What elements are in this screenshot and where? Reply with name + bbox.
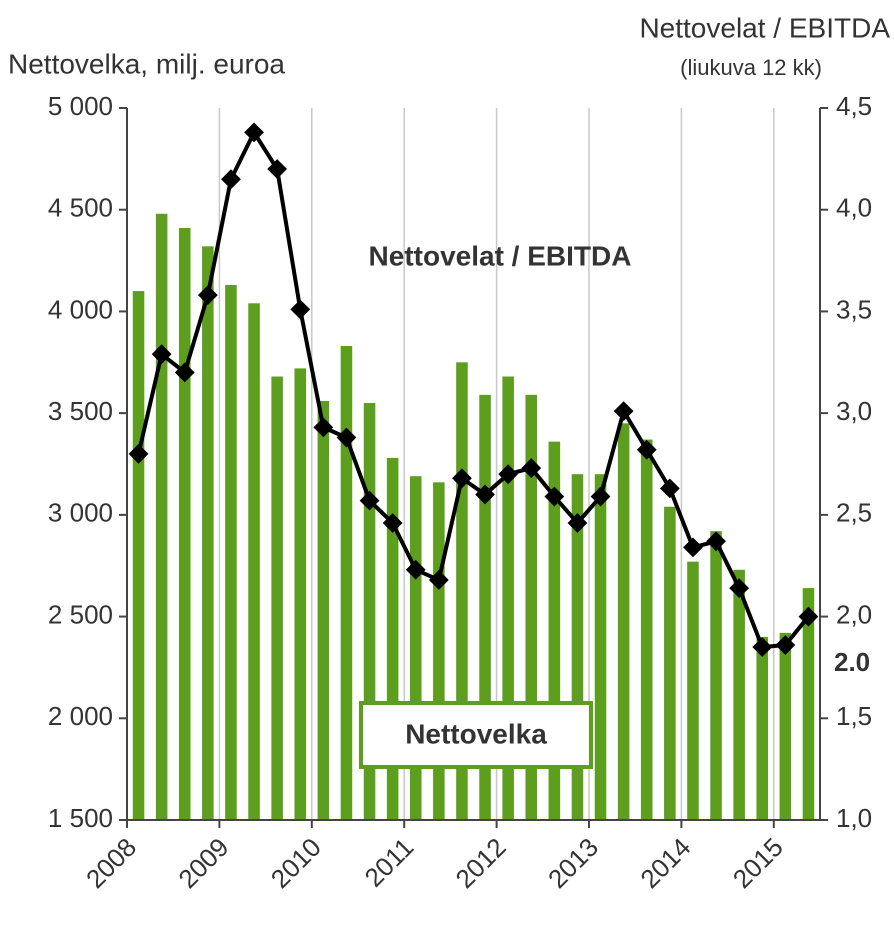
bar <box>178 228 191 821</box>
y-tick-label: 4 000 <box>48 294 113 324</box>
bar <box>317 400 330 820</box>
y-tick-label: 1 500 <box>48 803 113 833</box>
annotation: Nettovelka <box>405 718 547 749</box>
line-marker <box>706 531 726 552</box>
bar <box>640 439 653 820</box>
line-marker <box>659 478 680 499</box>
line-marker <box>151 344 172 365</box>
line-marker <box>336 427 357 448</box>
y2-tick-label: 1,5 <box>836 701 872 731</box>
line-marker <box>567 513 588 533</box>
bar <box>248 303 260 820</box>
bar <box>409 476 422 820</box>
y-tick-label: 4 500 <box>48 193 113 223</box>
line-marker <box>452 468 472 489</box>
line-marker <box>775 635 796 655</box>
annotation-box <box>359 701 593 769</box>
line-marker <box>244 122 264 143</box>
bar <box>710 531 722 820</box>
x-tick-label: 2014 <box>634 832 696 894</box>
line-marker <box>521 458 542 478</box>
line-marker <box>382 513 403 533</box>
line <box>136 130 811 650</box>
y2-tick-label: 2,0 <box>836 599 872 629</box>
y-tick-label: 2 000 <box>48 701 113 731</box>
line-marker <box>752 637 773 657</box>
annotation: 2.0 <box>834 647 870 677</box>
line-marker <box>128 443 149 464</box>
bar <box>802 588 815 820</box>
bar <box>525 394 538 820</box>
line-marker <box>428 570 449 590</box>
line-marker <box>636 439 657 460</box>
line-marker <box>613 401 634 422</box>
bar <box>155 213 168 821</box>
line-marker <box>798 606 819 627</box>
bar <box>756 636 769 820</box>
bar <box>456 362 468 820</box>
bar <box>687 561 699 820</box>
line-marker <box>683 537 703 558</box>
y2-tick-label: 3,5 <box>836 294 872 324</box>
y2-tick-label: 1,0 <box>836 803 872 833</box>
line-marker <box>174 362 195 383</box>
y2-tick-label: 4,0 <box>836 193 872 223</box>
bar <box>779 632 792 820</box>
bar <box>479 394 491 820</box>
x-tick-label: 2008 <box>80 832 142 894</box>
bar <box>433 482 445 820</box>
x-tick-label: 2009 <box>172 832 234 894</box>
line-marker <box>290 299 311 320</box>
bar <box>664 506 676 820</box>
y-axis-label: Nettovelka, milj. euroa <box>8 48 285 79</box>
y-tick-label: 3 500 <box>48 396 113 426</box>
y2-tick-label: 2,5 <box>836 498 872 528</box>
bar <box>340 346 353 820</box>
y2-tick-label: 3,0 <box>836 396 872 426</box>
y-tick-label: 3 000 <box>48 498 113 528</box>
x-tick-label: 2011 <box>359 832 420 893</box>
line-marker <box>590 486 611 507</box>
y2-axis-sublabel: (liukuva 12 kk) <box>680 55 822 80</box>
bar <box>225 284 237 820</box>
line-marker <box>729 578 750 598</box>
line-marker <box>405 559 426 580</box>
bar <box>733 569 745 820</box>
bar <box>202 246 214 820</box>
bar <box>571 474 584 820</box>
x-tick-label: 2015 <box>727 832 789 894</box>
line-marker <box>359 490 380 511</box>
line-marker <box>313 417 334 438</box>
y2-tick-label: 4,5 <box>836 91 872 121</box>
y2-axis-label: Nettovelat / EBITDA <box>639 12 890 43</box>
line-marker <box>197 285 218 306</box>
annotation: Nettovelat / EBITDA <box>369 240 632 271</box>
bar <box>294 368 307 820</box>
line-marker <box>475 484 495 505</box>
y-tick-label: 2 500 <box>48 599 113 629</box>
bar <box>132 291 145 821</box>
bar <box>548 441 561 820</box>
bar <box>363 402 376 820</box>
bar <box>386 457 399 820</box>
line-marker <box>267 159 288 179</box>
bar <box>502 376 514 820</box>
bar <box>594 474 607 820</box>
line-marker <box>221 169 241 190</box>
line-marker <box>544 486 565 507</box>
line-marker <box>498 464 519 485</box>
bar <box>617 423 630 820</box>
x-tick-label: 2013 <box>542 832 604 894</box>
x-tick-label: 2010 <box>265 832 327 894</box>
y-tick-label: 5 000 <box>48 91 113 121</box>
x-tick-label: 2012 <box>450 832 512 894</box>
bar <box>271 376 283 820</box>
